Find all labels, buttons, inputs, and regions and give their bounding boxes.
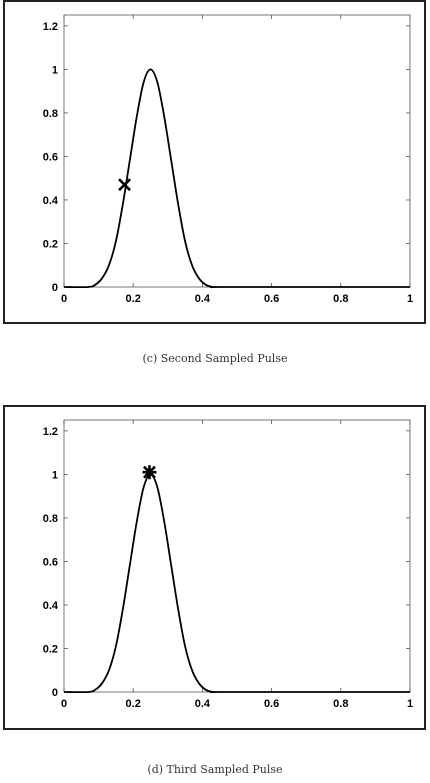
x-tick-label-c: 0 <box>61 293 67 305</box>
y-tick-label-d: 0.4 <box>43 600 59 612</box>
chart-c: 0 0.2 0.4 0.6 0.8 1 0 0.2 0.4 0.6 0.8 1 1.2 <box>43 14 413 305</box>
y-tick-label-c: 0.2 <box>43 238 58 250</box>
y-tick-label-d: 0.2 <box>43 643 58 655</box>
chart-panel-c: 0 0.2 0.4 0.6 0.8 1 0 0.2 0.4 0.6 0.8 1 1.2 <box>3 0 426 324</box>
x-tick-label-c: 1 <box>407 293 413 305</box>
y-tick-label-c: 0 <box>52 282 58 294</box>
x-tick-label-c: 0.6 <box>264 293 279 305</box>
sample-marker-c <box>118 178 131 192</box>
x-tick-label-d: 0.4 <box>195 698 211 710</box>
chart-d: 0 0.2 0.4 0.6 0.8 1 0 0.2 0.4 0.6 0.8 1 1.2 <box>43 419 413 710</box>
x-tick-label-d: 1 <box>407 698 413 710</box>
plot-frame-d <box>63 419 411 693</box>
x-tick-label-d: 0 <box>61 698 67 710</box>
y-tick-label-d: 0.8 <box>43 513 58 525</box>
y-tick-label-d: 1.2 <box>43 426 58 438</box>
y-tick-label-c: 0.8 <box>43 108 58 120</box>
y-tick-label-d: 0.6 <box>43 556 58 568</box>
x-tick-label-d: 0.2 <box>126 698 141 710</box>
y-tick-label-d: 1 <box>52 469 58 481</box>
pulse-curve-d <box>63 473 410 694</box>
caption-d: (d) Third Sampled Pulse <box>147 763 283 776</box>
y-tick-label-c: 1 <box>52 64 58 76</box>
y-tick-label-d: 0 <box>52 687 58 699</box>
x-tick-label-c: 0.2 <box>126 293 141 305</box>
sample-marker-d <box>142 465 157 480</box>
x-tick-label-c: 0.4 <box>195 293 211 305</box>
y-tick-label-c: 1.2 <box>43 21 58 33</box>
x-tick-label-d: 0.8 <box>333 698 348 710</box>
y-tick-label-c: 0.6 <box>43 151 58 163</box>
caption-c: (c) Second Sampled Pulse <box>142 352 288 365</box>
plot-frame-c <box>63 14 411 288</box>
y-tick-label-c: 0.4 <box>43 195 59 207</box>
x-tick-label-c: 0.8 <box>333 293 348 305</box>
x-tick-label-d: 0.6 <box>264 698 279 710</box>
pulse-curve-c <box>63 68 410 289</box>
chart-panel-d: 0 0.2 0.4 0.6 0.8 1 0 0.2 0.4 0.6 0.8 1 1.2 <box>3 405 426 730</box>
